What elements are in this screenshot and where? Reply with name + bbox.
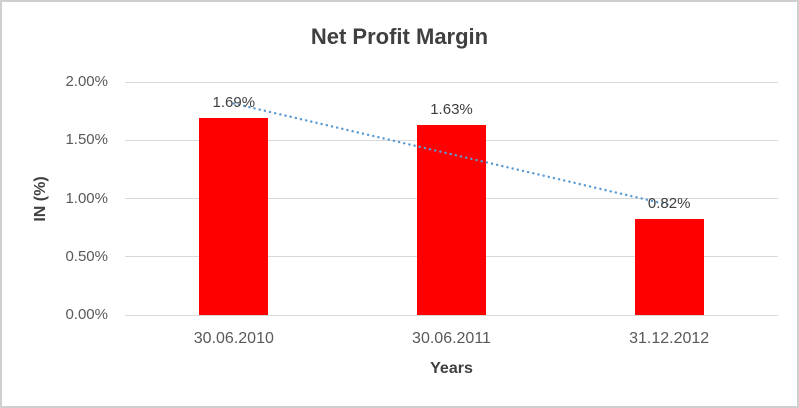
gridline (125, 314, 778, 316)
bar-data-label: 1.63% (430, 101, 473, 119)
x-tick-label: 30.06.2010 (193, 330, 274, 347)
bar-30.06.2011 (417, 125, 486, 315)
bar-data-label: 1.69% (212, 94, 256, 112)
y-tick-label: 0.50% (65, 247, 108, 265)
bar-data-label: 0.82% (647, 195, 691, 213)
y-tick-label: 2.00% (65, 73, 108, 90)
y-tick-label: 1.50% (65, 131, 108, 149)
linear-trendline (232, 102, 671, 207)
x-tick-label: 30.06.2011 (412, 330, 491, 347)
bar-30.06.2010 (199, 118, 269, 315)
gridline (125, 81, 778, 83)
y-tick-label: 1.00% (65, 189, 108, 207)
y-tick-label: 0.00% (65, 306, 108, 323)
bar-31.12.2012 (634, 219, 704, 315)
x-tick-label: 31.12.2012 (629, 330, 710, 347)
x-axis-title: Years (430, 360, 473, 377)
plot-area: 1.69% 1.63% 0.82% (125, 81, 778, 316)
chart-title: Net Profit Margin (310, 24, 489, 49)
